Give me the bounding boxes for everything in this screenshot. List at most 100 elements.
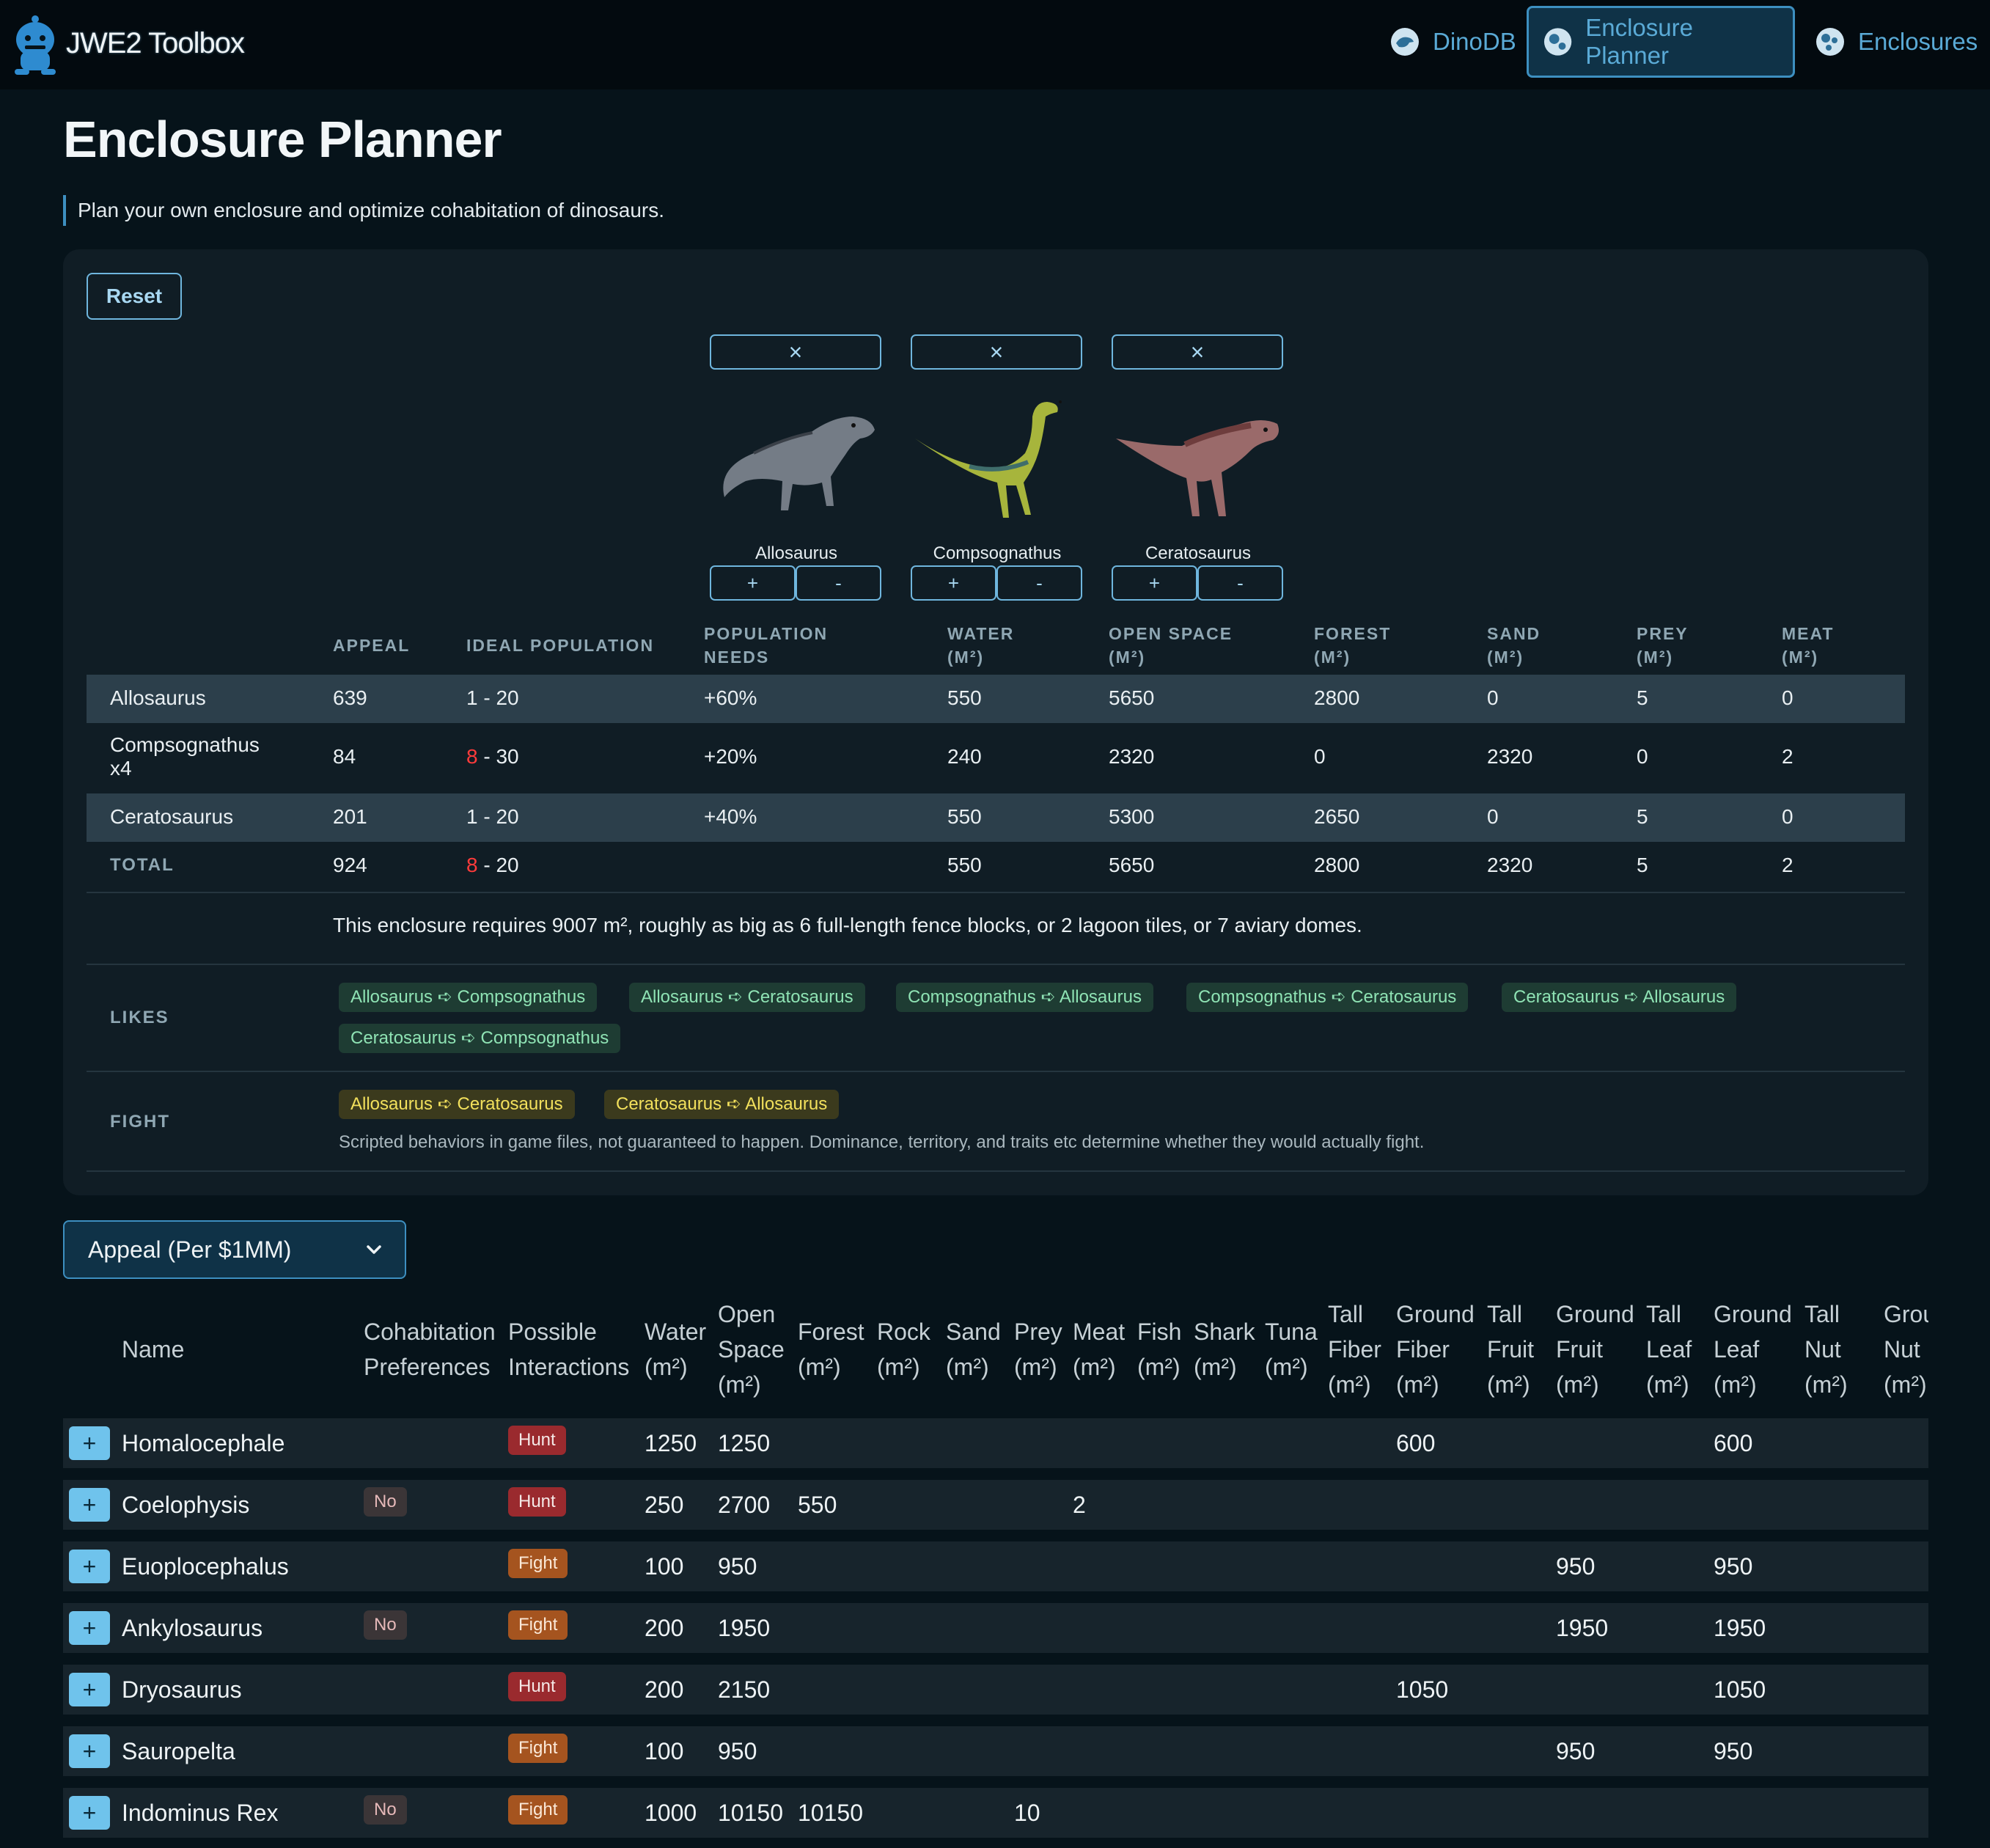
nav-planner-label: Enclosure Planner xyxy=(1585,14,1693,69)
remove-ceratosaurus-button[interactable]: × xyxy=(1112,334,1283,370)
col-header-meat[interactable]: Meat (m²) xyxy=(1073,1319,1126,1380)
sort-select[interactable]: Appeal (Per $1MM) xyxy=(63,1220,406,1279)
ground-leaf-value: 1950 xyxy=(1714,1615,1766,1641)
add-dino-button[interactable]: + xyxy=(69,1673,110,1706)
col-header-prey[interactable]: Prey (m²) xyxy=(1014,1319,1062,1380)
dino-name[interactable]: Dryosaurus xyxy=(122,1676,242,1703)
total-sand: 2320 xyxy=(1487,854,1533,876)
fight-chip: Ceratosaurus ➪ Allosaurus xyxy=(604,1090,840,1119)
col-header-open-space[interactable]: Open Space (m²) xyxy=(718,1301,785,1398)
add-dino-button[interactable]: + xyxy=(69,1796,110,1830)
col-header-water[interactable]: Water (m²) xyxy=(645,1319,707,1380)
header-sand: SAND (M²) xyxy=(1487,624,1541,667)
dino-card-allosaurus: × Allosaurus + - xyxy=(710,334,883,601)
header-appeal: APPEAL xyxy=(333,636,411,655)
reset-button[interactable]: Reset xyxy=(87,273,182,320)
remove-compsognathus-button[interactable]: × xyxy=(911,334,1082,370)
col-header-ground-fiber[interactable]: Ground Fiber (m²) xyxy=(1396,1301,1475,1398)
dino-card-ceratosaurus: × Ceratosaurus + - xyxy=(1112,334,1285,601)
add-ceratosaurus-button[interactable]: + xyxy=(1112,565,1197,601)
remove-allosaurus-button[interactable]: × xyxy=(710,334,881,370)
add-dino-button[interactable]: + xyxy=(69,1550,110,1583)
col-header-tall-leaf[interactable]: Tall Leaf (m²) xyxy=(1646,1301,1692,1398)
col-header-fish[interactable]: Fish (m²) xyxy=(1137,1319,1182,1380)
summary-row-compsognathus: Compsognathus x4 84 8 - 30 +20% 240 2320 … xyxy=(87,723,1905,793)
dino-name[interactable]: Sauropelta xyxy=(122,1738,235,1764)
col-header-ground-leaf[interactable]: Ground Leaf (m²) xyxy=(1714,1301,1792,1398)
add-dino-button[interactable]: + xyxy=(69,1734,110,1768)
nav-enclosures[interactable]: Enclosures xyxy=(1801,6,1990,78)
summary-row-total: TOTAL 924 8 - 20 550 5650 2800 2320 5 2 xyxy=(87,842,1905,890)
remove-one-allosaurus-button[interactable]: - xyxy=(796,565,881,601)
col-header-name[interactable]: Name xyxy=(122,1336,185,1363)
dino-name-compsognathus: Compsognathus xyxy=(933,543,1062,563)
nav-enclosure-planner[interactable]: Enclosure Planner xyxy=(1527,6,1795,78)
ground-fiber-value: 600 xyxy=(1396,1430,1436,1456)
col-header-forest[interactable]: Forest (m²) xyxy=(798,1319,864,1380)
ceratosaurus-image xyxy=(1116,420,1279,516)
dino-name[interactable]: Indominus Rex xyxy=(122,1800,279,1826)
open-space-value: 950 xyxy=(718,1738,757,1764)
remove-one-compsognathus-button[interactable]: - xyxy=(996,565,1082,601)
remove-one-ceratosaurus-button[interactable]: - xyxy=(1197,565,1283,601)
dino-mascot-logo-icon xyxy=(15,15,56,75)
col-header-cohabitation[interactable]: Cohabitation Preferences xyxy=(364,1319,496,1380)
row-open-space: 2320 xyxy=(1109,745,1155,768)
nav-dinodb[interactable]: DinoDB xyxy=(1376,6,1530,78)
col-header-shark[interactable]: Shark (m²) xyxy=(1194,1319,1255,1380)
header-meat: MEAT (M²) xyxy=(1782,624,1835,667)
dino-name[interactable]: Homalocephale xyxy=(122,1430,285,1456)
header-ideal-population: IDEAL POPULATION xyxy=(466,636,655,655)
total-prey: 5 xyxy=(1637,854,1648,876)
row-ideal-population: 1 - 20 xyxy=(466,805,519,828)
col-header-sand[interactable]: Sand (m²) xyxy=(946,1319,1001,1380)
add-dino-button[interactable]: + xyxy=(69,1488,110,1522)
add-dino-button[interactable]: + xyxy=(69,1611,110,1645)
total-open-space: 5650 xyxy=(1109,854,1155,876)
row-name: Compsognathus x4 xyxy=(110,733,260,780)
add-allosaurus-button[interactable]: + xyxy=(710,565,796,601)
row-forest: 2650 xyxy=(1314,805,1360,828)
row-meat: 2 xyxy=(1782,745,1793,768)
dino-name[interactable]: Euoplocephalus xyxy=(122,1553,289,1580)
col-header-tall-fruit[interactable]: Tall Fruit (m²) xyxy=(1487,1301,1534,1398)
fight-disclaimer: Scripted behaviors in game files, not gu… xyxy=(339,1132,1425,1152)
col-header-interactions[interactable]: Possible Interactions xyxy=(508,1319,630,1380)
ground-leaf-value: 1050 xyxy=(1714,1676,1766,1703)
dino-name[interactable]: Coelophysis xyxy=(122,1492,250,1518)
row-meat: 0 xyxy=(1782,805,1793,828)
planner-panel: Reset × Allosaurus + - × Compsognathus +… xyxy=(63,249,1928,1195)
col-header-tall-fiber[interactable]: Tall Fiber (m²) xyxy=(1328,1301,1381,1398)
dino-name[interactable]: Ankylosaurus xyxy=(122,1615,263,1641)
table-row: + Euoplocephalus Fight 100 950 950 950 xyxy=(63,1541,1928,1591)
row-population-needs: +40% xyxy=(704,805,757,828)
brand[interactable]: JWE2 Toolbox xyxy=(10,12,245,75)
water-value: 100 xyxy=(645,1738,684,1764)
meat-value: 2 xyxy=(1073,1492,1086,1518)
enclosures-icon xyxy=(1816,28,1844,56)
cohabitation-badge: No xyxy=(364,1795,407,1825)
header-prey: PREY (M²) xyxy=(1637,624,1689,667)
col-header-tall-nut[interactable]: Tall Nut (m²) xyxy=(1804,1301,1848,1398)
dino-card-compsognathus: × Compsognathus + - xyxy=(911,334,1084,601)
total-meat: 2 xyxy=(1782,854,1793,876)
like-chip: Allosaurus ➪ Ceratosaurus xyxy=(629,983,865,1012)
table-row: + Sauropelta Fight 100 950 950 950 xyxy=(63,1726,1928,1776)
col-header-ground-nut[interactable]: GrouNut(m²) xyxy=(1884,1301,1928,1398)
water-value: 1000 xyxy=(645,1800,697,1826)
row-prey: 0 xyxy=(1637,745,1648,768)
table-row: + Coelophysis No Hunt 250 2700 550 2 xyxy=(63,1480,1928,1530)
cohabitation-badge: No xyxy=(364,1487,407,1517)
col-header-ground-fruit[interactable]: Ground Fruit (m²) xyxy=(1556,1301,1634,1398)
compsognathus-image xyxy=(915,400,1062,518)
col-header-tuna[interactable]: Tuna (m²) xyxy=(1265,1319,1318,1380)
interaction-badge: Hunt xyxy=(508,1487,566,1517)
add-dino-button[interactable]: + xyxy=(69,1426,110,1460)
col-header-rock[interactable]: Rock (m²) xyxy=(877,1319,930,1380)
top-navbar: JWE2 Toolbox DinoDB Enclosure Planner En… xyxy=(0,0,1990,89)
forest-value: 10150 xyxy=(798,1800,863,1826)
row-appeal: 639 xyxy=(333,686,367,709)
add-compsognathus-button[interactable]: + xyxy=(911,565,996,601)
total-label: TOTAL xyxy=(110,855,175,875)
chevron-down-icon xyxy=(367,1245,381,1254)
